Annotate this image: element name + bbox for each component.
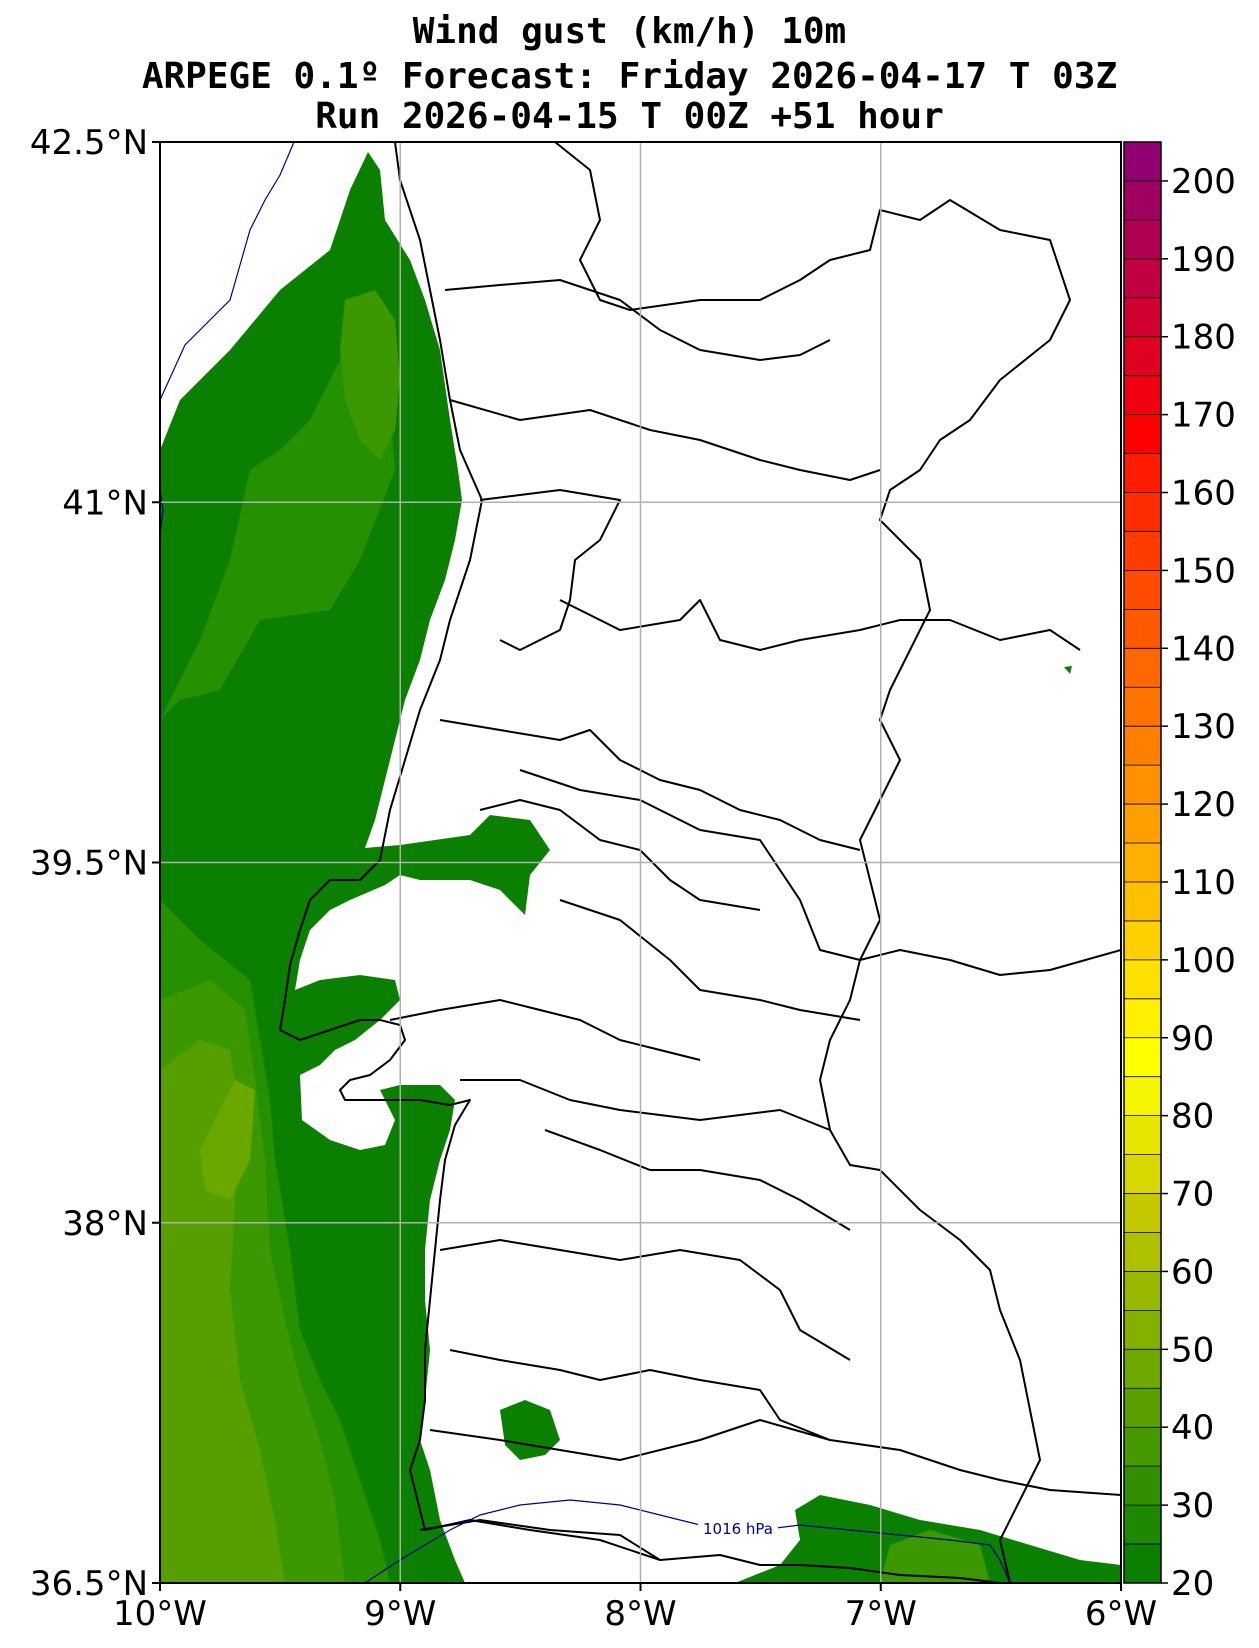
colorbar-label-1: 30	[1171, 1486, 1214, 1526]
tick-label-lat-2: 39.5°N	[30, 844, 148, 884]
colorbar-bin-10	[1124, 1154, 1161, 1195]
wind-field-40-band	[160, 1040, 285, 1583]
colorbar-label-17: 190	[1171, 240, 1236, 280]
map-run-line: Run 2026-04-15 T 00Z +51 hour	[315, 96, 944, 137]
tick-label-lon-2: 8°W	[604, 1594, 676, 1634]
colorbar-bin-26	[1124, 531, 1161, 571]
colorbar-bin-20	[1124, 765, 1161, 805]
colorbar-frame	[1123, 141, 1162, 1584]
colorbar-label-13: 150	[1171, 551, 1236, 591]
gridlines	[160, 142, 1121, 1583]
tick-label-lon-3: 7°W	[845, 1594, 917, 1634]
colorbar-label-16: 180	[1171, 318, 1236, 358]
isobar-west-line	[160, 142, 295, 401]
colorbar-bin-9	[1124, 1193, 1161, 1233]
colorbar-bin-11	[1124, 1115, 1161, 1156]
colorbar-label-6: 80	[1171, 1097, 1214, 1137]
colorbar-bin-19	[1124, 804, 1161, 844]
colorbar-bin-27	[1124, 492, 1161, 532]
colorbar-bin-30	[1124, 375, 1161, 416]
colorbar-label-12: 140	[1171, 629, 1236, 669]
colorbar-label-2: 40	[1171, 1408, 1214, 1448]
map-forecast-line: ARPEGE 0.1º Forecast: Friday 2026-04-17 …	[141, 56, 1118, 97]
colorbar-label-4: 60	[1171, 1252, 1214, 1292]
colorbar-label-14: 160	[1171, 474, 1236, 514]
colorbar-label-10: 120	[1171, 785, 1236, 825]
tick-label-lon-4: 6°W	[1085, 1594, 1157, 1634]
colorbar-bin-22	[1124, 687, 1161, 727]
colorbar-bin-8	[1124, 1232, 1161, 1272]
colorbar-label-8: 100	[1171, 941, 1236, 981]
tick-label-lat-4: 36.5°N	[30, 1564, 148, 1604]
colorbar-bin-33	[1124, 258, 1161, 299]
colorbar-bin-13	[1124, 1037, 1161, 1078]
colorbar-bin-35	[1124, 180, 1161, 221]
tick-label-lat-0: 42.5°N	[30, 123, 148, 163]
isobar-label: 1016 hPa	[703, 1520, 773, 1538]
isobar-label-bg	[698, 1519, 778, 1539]
colorbar-bin-2	[1124, 1466, 1161, 1506]
tick-label-lat-3: 38°N	[62, 1204, 148, 1244]
colorbar-bin-23	[1124, 648, 1161, 688]
colorbar-bin-0	[1124, 1544, 1161, 1584]
tick-label-lat-1: 41°N	[62, 483, 148, 523]
tick-label-lon-1: 9°W	[364, 1594, 436, 1634]
map-title: Wind gust (km/h) 10m	[412, 11, 847, 52]
colorbar-label-18: 200	[1171, 162, 1236, 202]
colorbar-bin-14	[1124, 998, 1161, 1039]
colorbar-bin-36	[1124, 142, 1161, 182]
axis-ticks: 10°W 9°W 8°W 7°W 6°W 42.5°N 41°N 39.5°N 38°N 36.5…	[30, 123, 1157, 1634]
colorbar-label-0: 20	[1171, 1564, 1214, 1604]
border-spain-east	[554, 142, 1071, 1583]
district-borders	[389, 279, 1121, 1561]
wind-field-spot	[1064, 666, 1072, 674]
colorbar-bin-21	[1124, 726, 1161, 766]
colorbar: 20 30 40 50 60 70 80 90 100 110 120 130 140 150 160 170…	[1123, 141, 1236, 1604]
colorbar-bin-28	[1124, 453, 1161, 494]
colorbar-bin-29	[1124, 414, 1161, 455]
wind-field-south-coast	[500, 1400, 1121, 1583]
colorbar-bin-17	[1124, 881, 1161, 922]
tick-label-lon-0: 10°W	[113, 1594, 207, 1634]
colorbar-bin-1	[1124, 1505, 1161, 1545]
colorbar-label-5: 70	[1171, 1175, 1214, 1215]
wind-field-45-band	[200, 1080, 255, 1200]
colorbar-label-3: 50	[1171, 1330, 1214, 1370]
colorbar-bin-24	[1124, 609, 1161, 649]
colorbar-bin-16	[1124, 920, 1161, 961]
map-plot-area: 1016 hPa	[160, 142, 1121, 1583]
colorbar-label-7: 90	[1171, 1019, 1214, 1059]
colorbar-label-9: 110	[1171, 863, 1236, 903]
colorbar-bin-31	[1124, 336, 1161, 377]
colorbar-bin-34	[1124, 219, 1161, 260]
colorbar-bin-12	[1124, 1076, 1161, 1117]
colorbar-bin-15	[1124, 959, 1161, 1000]
colorbar-bin-5	[1124, 1349, 1161, 1389]
colorbar-label-15: 170	[1171, 396, 1236, 436]
colorbar-bin-32	[1124, 297, 1161, 338]
colorbar-bin-3	[1124, 1427, 1161, 1467]
coastline-portugal	[279, 142, 1001, 1583]
colorbar-label-11: 130	[1171, 707, 1236, 747]
colorbar-bin-25	[1124, 570, 1161, 610]
colorbar-bin-18	[1124, 843, 1161, 883]
wind-field-south-35	[880, 1530, 990, 1583]
colorbar-bin-7	[1124, 1271, 1161, 1311]
colorbar-bin-4	[1124, 1388, 1161, 1428]
colorbar-bin-6	[1124, 1310, 1161, 1350]
